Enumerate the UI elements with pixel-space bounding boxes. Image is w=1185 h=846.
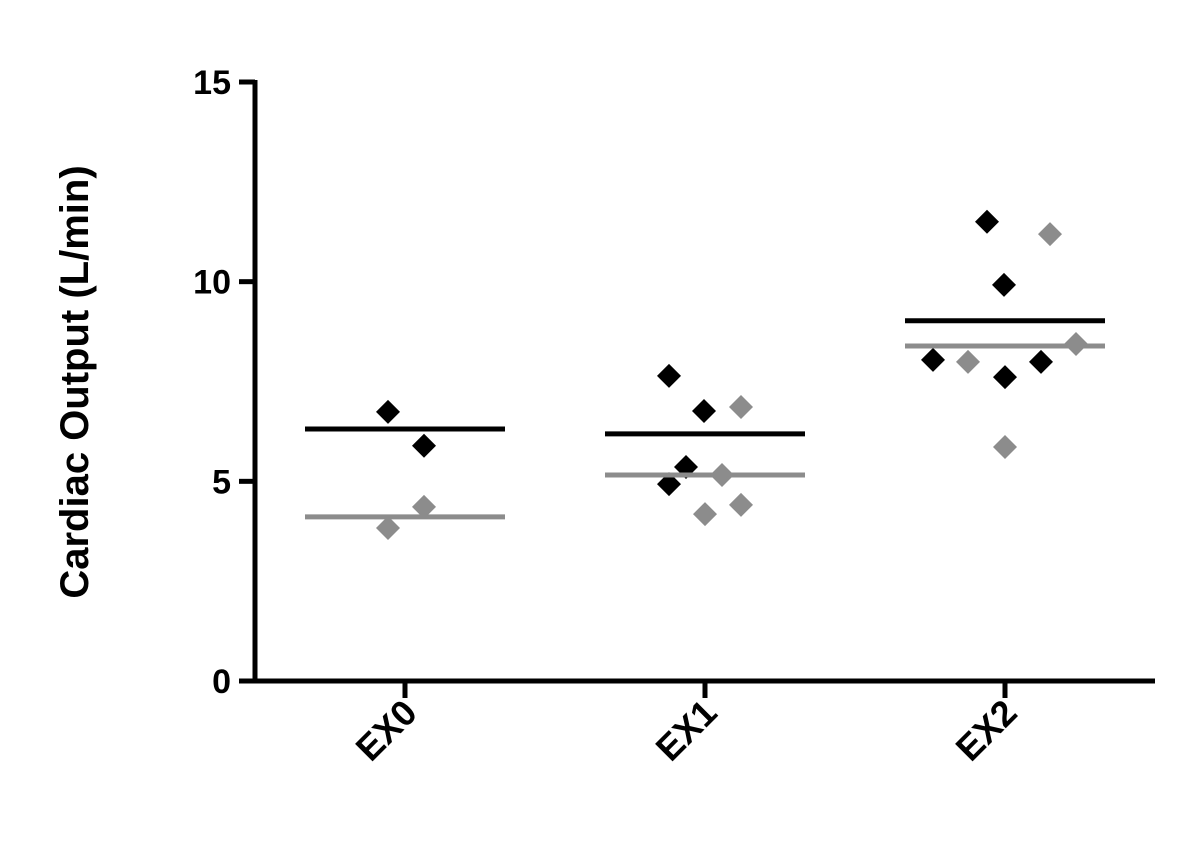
data-point <box>993 365 1017 390</box>
data-point <box>692 399 716 424</box>
data-point <box>921 347 945 372</box>
y-tick-label: 15 <box>193 64 231 102</box>
data-point <box>992 272 1016 297</box>
x-tick-label: EX0 <box>348 692 425 769</box>
data-point <box>412 433 436 458</box>
data-point <box>1064 331 1088 356</box>
y-tick-label: 10 <box>193 264 231 302</box>
data-point <box>1038 222 1062 247</box>
data-point <box>693 502 717 527</box>
data-point <box>710 462 734 487</box>
data-point <box>729 492 753 517</box>
data-point <box>657 472 681 497</box>
x-tick-label: EX1 <box>648 692 725 769</box>
data-point <box>376 399 400 424</box>
data-point <box>657 363 681 388</box>
data-point <box>376 516 400 541</box>
data-point <box>975 209 999 234</box>
y-axis-label: Cardiac Output (L/min) <box>53 165 97 598</box>
data-point <box>412 494 436 519</box>
x-tick-label: EX2 <box>948 692 1025 769</box>
data-point <box>993 434 1017 459</box>
y-tick-label: 0 <box>212 663 231 701</box>
data-point <box>956 349 980 374</box>
y-tick-label: 5 <box>212 463 231 501</box>
data-point <box>729 395 753 420</box>
data-point <box>1029 349 1053 374</box>
